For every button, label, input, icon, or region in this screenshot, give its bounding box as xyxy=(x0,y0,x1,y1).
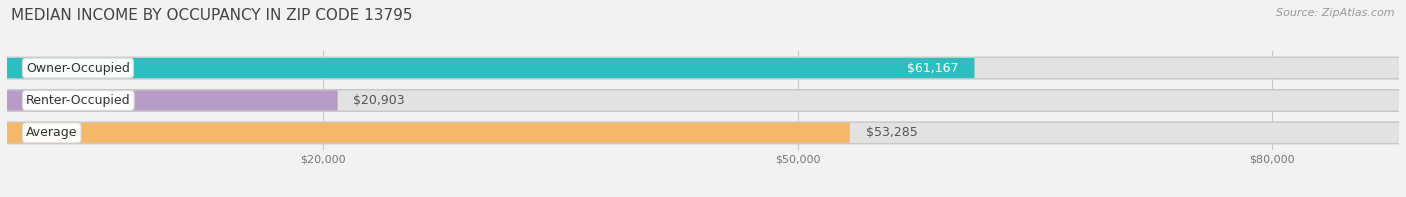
FancyBboxPatch shape xyxy=(7,123,849,143)
Text: MEDIAN INCOME BY OCCUPANCY IN ZIP CODE 13795: MEDIAN INCOME BY OCCUPANCY IN ZIP CODE 1… xyxy=(11,8,413,23)
FancyBboxPatch shape xyxy=(7,57,1399,80)
FancyBboxPatch shape xyxy=(7,90,337,111)
Text: Owner-Occupied: Owner-Occupied xyxy=(25,62,129,75)
FancyBboxPatch shape xyxy=(7,58,1399,78)
Text: Renter-Occupied: Renter-Occupied xyxy=(25,94,131,107)
Text: $61,167: $61,167 xyxy=(907,62,959,75)
Text: $53,285: $53,285 xyxy=(866,126,918,139)
Text: Source: ZipAtlas.com: Source: ZipAtlas.com xyxy=(1277,8,1395,18)
FancyBboxPatch shape xyxy=(7,121,1399,144)
FancyBboxPatch shape xyxy=(7,90,1399,111)
Text: $20,903: $20,903 xyxy=(353,94,405,107)
FancyBboxPatch shape xyxy=(7,58,974,78)
Text: Average: Average xyxy=(25,126,77,139)
FancyBboxPatch shape xyxy=(7,89,1399,112)
FancyBboxPatch shape xyxy=(7,123,1399,143)
